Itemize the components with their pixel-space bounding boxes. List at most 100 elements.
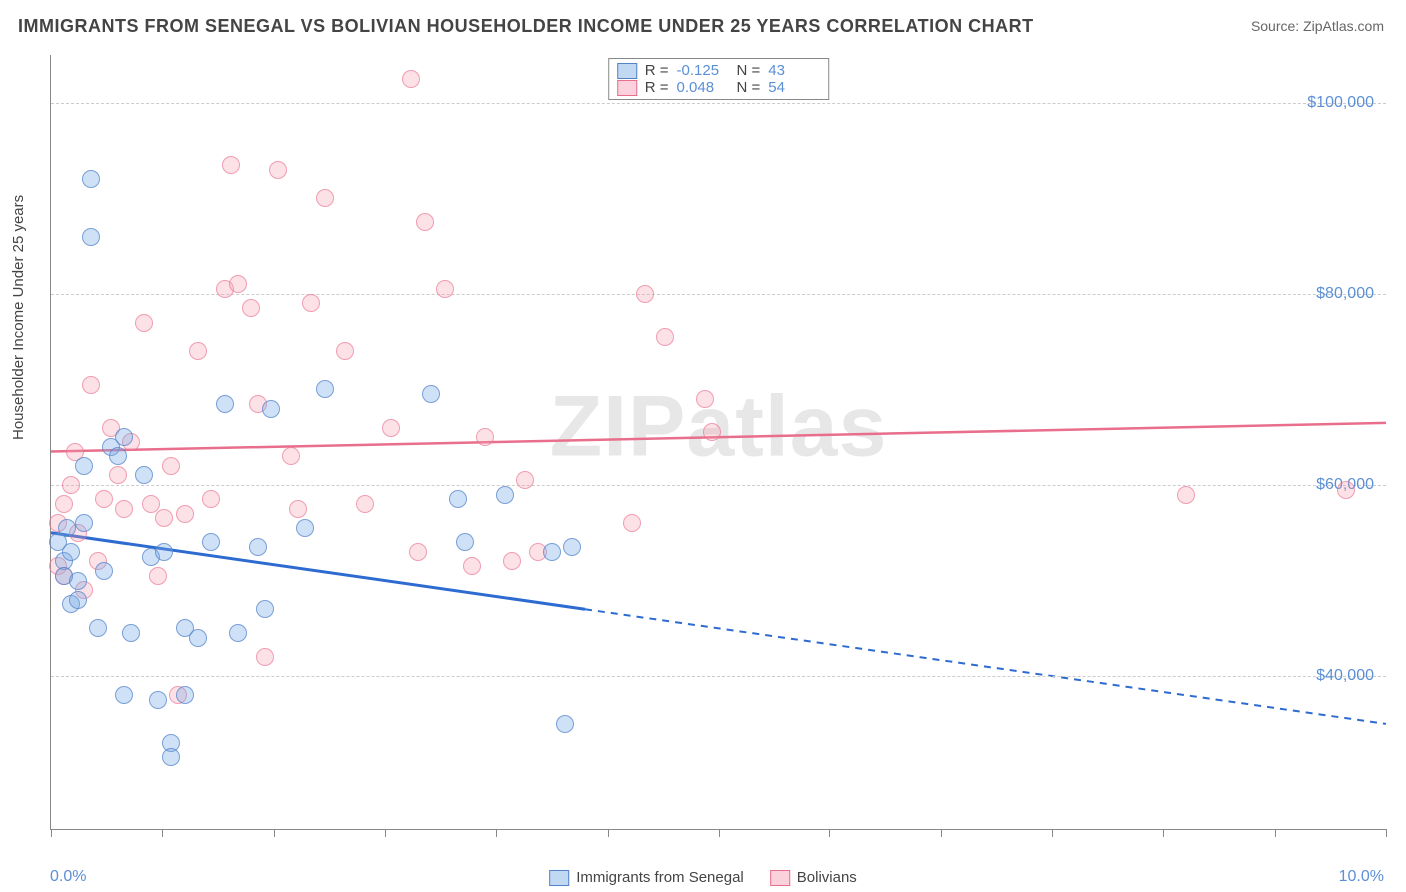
- data-point: [155, 509, 173, 527]
- data-point: [256, 600, 274, 618]
- data-point: [556, 715, 574, 733]
- data-point: [382, 419, 400, 437]
- x-tick: [51, 829, 52, 837]
- data-point: [162, 748, 180, 766]
- data-point: [696, 390, 714, 408]
- r-value-bolivian: 0.048: [677, 79, 729, 96]
- legend-item-senegal: Immigrants from Senegal: [549, 869, 744, 886]
- data-point: [75, 457, 93, 475]
- gridline: [51, 676, 1386, 677]
- data-point: [75, 514, 93, 532]
- data-point: [249, 538, 267, 556]
- data-point: [95, 490, 113, 508]
- swatch-senegal-icon: [549, 870, 569, 886]
- data-point: [262, 400, 280, 418]
- data-point: [302, 294, 320, 312]
- chart-title: IMMIGRANTS FROM SENEGAL VS BOLIVIAN HOUS…: [18, 16, 1034, 37]
- data-point: [242, 299, 260, 317]
- y-tick-label: $80,000: [1316, 285, 1374, 303]
- y-axis-title: Householder Income Under 25 years: [10, 195, 27, 440]
- data-point: [135, 314, 153, 332]
- data-point: [222, 156, 240, 174]
- x-tick: [941, 829, 942, 837]
- stats-legend-box: R = -0.125 N = 43 R = 0.048 N = 54: [608, 58, 830, 100]
- data-point: [109, 447, 127, 465]
- data-point: [229, 275, 247, 293]
- data-point: [82, 228, 100, 246]
- data-point: [623, 514, 641, 532]
- data-point: [149, 691, 167, 709]
- x-tick: [829, 829, 830, 837]
- data-point: [496, 486, 514, 504]
- data-point: [89, 619, 107, 637]
- data-point: [135, 466, 153, 484]
- x-tick: [1386, 829, 1387, 837]
- swatch-senegal-icon: [617, 63, 637, 79]
- x-axis-max-label: 10.0%: [1339, 868, 1384, 886]
- data-point: [563, 538, 581, 556]
- data-point: [449, 490, 467, 508]
- data-point: [82, 376, 100, 394]
- x-tick: [719, 829, 720, 837]
- r-value-senegal: -0.125: [677, 62, 729, 79]
- data-point: [202, 490, 220, 508]
- x-tick: [1052, 829, 1053, 837]
- source-attribution: Source: ZipAtlas.com: [1251, 18, 1384, 34]
- data-point: [282, 447, 300, 465]
- data-point: [115, 500, 133, 518]
- data-point: [476, 428, 494, 446]
- series-legend: Immigrants from Senegal Bolivians: [549, 869, 857, 886]
- data-point: [69, 572, 87, 590]
- data-point: [122, 624, 140, 642]
- data-point: [1337, 481, 1355, 499]
- data-point: [289, 500, 307, 518]
- data-point: [115, 686, 133, 704]
- data-point: [55, 495, 73, 513]
- x-axis-min-label: 0.0%: [50, 868, 86, 886]
- x-tick: [496, 829, 497, 837]
- x-tick: [162, 829, 163, 837]
- data-point: [62, 543, 80, 561]
- data-point: [202, 533, 220, 551]
- data-point: [189, 629, 207, 647]
- data-point: [316, 189, 334, 207]
- data-point: [189, 342, 207, 360]
- n-label: N =: [737, 62, 761, 79]
- legend-label-bolivian: Bolivians: [797, 869, 857, 886]
- data-point: [336, 342, 354, 360]
- data-point: [456, 533, 474, 551]
- swatch-bolivian-icon: [617, 80, 637, 96]
- x-tick: [274, 829, 275, 837]
- data-point: [409, 543, 427, 561]
- data-point: [1177, 486, 1195, 504]
- stats-row-senegal: R = -0.125 N = 43: [617, 62, 821, 79]
- data-point: [216, 395, 234, 413]
- n-value-senegal: 43: [768, 62, 820, 79]
- data-point: [656, 328, 674, 346]
- gridline: [51, 103, 1386, 104]
- data-point: [503, 552, 521, 570]
- data-point: [176, 505, 194, 523]
- data-point: [229, 624, 247, 642]
- legend-label-senegal: Immigrants from Senegal: [576, 869, 744, 886]
- data-point: [543, 543, 561, 561]
- data-point: [463, 557, 481, 575]
- data-point: [95, 562, 113, 580]
- data-point: [62, 476, 80, 494]
- y-tick-label: $40,000: [1316, 667, 1374, 685]
- data-point: [422, 385, 440, 403]
- data-point: [142, 495, 160, 513]
- r-label: R =: [645, 79, 669, 96]
- data-point: [269, 161, 287, 179]
- data-point: [162, 457, 180, 475]
- x-tick: [608, 829, 609, 837]
- data-point: [82, 170, 100, 188]
- data-point: [155, 543, 173, 561]
- swatch-bolivian-icon: [770, 870, 790, 886]
- x-tick: [385, 829, 386, 837]
- data-point: [402, 70, 420, 88]
- data-point: [636, 285, 654, 303]
- data-point: [176, 686, 194, 704]
- data-point: [356, 495, 374, 513]
- data-point: [316, 380, 334, 398]
